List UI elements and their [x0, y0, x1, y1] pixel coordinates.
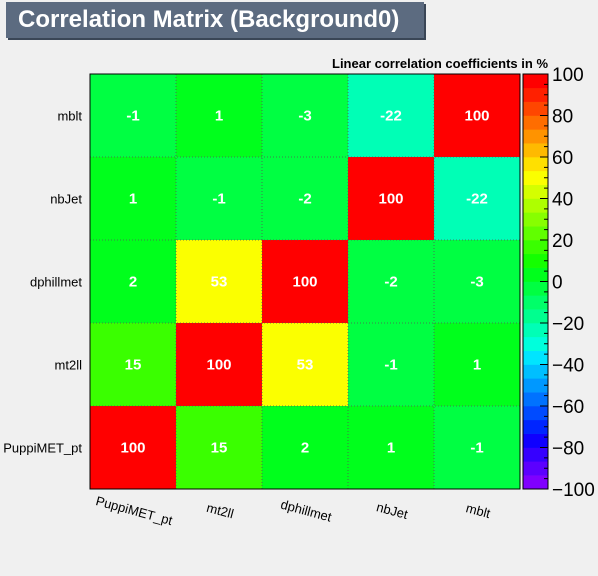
colorbar-segment	[523, 116, 548, 130]
colorbar-tick-label: 100	[552, 65, 584, 86]
heatmap-cells: 100 15 2 1 -1 15 100 53 -1 1 2 53 100 -2 -3 1 -1 -2 100 -22…	[90, 74, 520, 489]
x-tick-label: PuppiMET_pt	[94, 493, 174, 528]
colorbar-segment	[523, 365, 548, 379]
colorbar-segment	[523, 406, 548, 420]
x-axis-labels: PuppiMET_pt mt2ll dphillmet nbJet mblt	[94, 493, 492, 528]
colorbar-tick-label: −20	[552, 314, 584, 335]
colorbar: 100 80 60 40 20 0 −20 −40 −60 −80 −100	[523, 65, 595, 501]
x-tick-label: dphillmet	[279, 497, 334, 525]
y-tick-label: nbJet	[50, 192, 82, 207]
cell-value-label: 2	[301, 440, 309, 457]
cell-value-label: 15	[211, 440, 228, 457]
cell-value-label: -1	[126, 108, 139, 125]
cell-value-label: -22	[380, 108, 402, 125]
colorbar-tick-label: 0	[552, 273, 563, 294]
y-tick-label: PuppiMET_pt	[3, 441, 82, 456]
colorbar-tick-label: 40	[552, 190, 573, 211]
x-tick-label: mt2ll	[205, 500, 236, 522]
colorbar-tick-label: 80	[552, 107, 573, 128]
colorbar-tick-label: −100	[552, 480, 595, 501]
cell-value-label: 100	[464, 108, 489, 125]
colorbar-segment	[523, 102, 548, 116]
y-axis-labels: PuppiMET_pt mt2ll dphillmet nbJet mblt	[3, 109, 82, 456]
colorbar-segment	[523, 226, 548, 240]
cell-value-label: 1	[473, 357, 481, 374]
cell-value-label: -1	[212, 191, 225, 208]
cell-value-label: 100	[206, 357, 231, 374]
cell-value-label: -2	[384, 274, 397, 291]
cell-value-label: -2	[298, 191, 311, 208]
colorbar-segment	[523, 143, 548, 157]
x-tick-label: mblt	[464, 500, 492, 521]
colorbar-segment	[523, 74, 548, 88]
colorbar-segment	[523, 268, 548, 282]
colorbar-segment	[523, 309, 548, 323]
cell-value-label: -3	[470, 274, 483, 291]
cell-value-label: 100	[292, 274, 317, 291]
y-tick-label: dphillmet	[30, 275, 82, 290]
colorbar-segment	[523, 157, 548, 171]
colorbar-tick-label: −60	[552, 397, 584, 418]
cell-value-label: -1	[384, 357, 397, 374]
y-tick-label: mt2ll	[55, 358, 83, 373]
cell-value-label: 100	[378, 191, 403, 208]
colorbar-tick-label: −40	[552, 356, 584, 377]
cell-value-label: -1	[470, 440, 483, 457]
colorbar-segment	[523, 323, 548, 337]
colorbar-tick-label: 20	[552, 231, 573, 252]
colorbar-segment	[523, 392, 548, 406]
colorbar-segment	[523, 448, 548, 462]
cell-value-label: 15	[125, 357, 142, 374]
y-tick-label: mblt	[57, 109, 82, 124]
colorbar-tick-label: 60	[552, 148, 573, 169]
colorbar-segment	[523, 434, 548, 448]
chart-subtitle: Linear correlation coefficients in %	[332, 56, 548, 71]
cell-value-label: 53	[211, 274, 228, 291]
colorbar-tick-label: −80	[552, 439, 584, 460]
cell-value-label: 1	[387, 440, 395, 457]
cell-value-label: 2	[129, 274, 137, 291]
colorbar-segment	[523, 240, 548, 254]
cell-value-label: 100	[120, 440, 145, 457]
colorbar-segment	[523, 475, 548, 489]
colorbar-segment	[523, 199, 548, 213]
colorbar-segment	[523, 282, 548, 296]
x-tick-label: nbJet	[375, 499, 410, 522]
cell-value-label: -3	[298, 108, 311, 125]
colorbar-segment	[523, 185, 548, 199]
cell-value-label: 53	[297, 357, 314, 374]
colorbar-segment	[523, 351, 548, 365]
cell-value-label: 1	[215, 108, 223, 125]
cell-value-label: -22	[466, 191, 488, 208]
cell-value-label: 1	[129, 191, 137, 208]
